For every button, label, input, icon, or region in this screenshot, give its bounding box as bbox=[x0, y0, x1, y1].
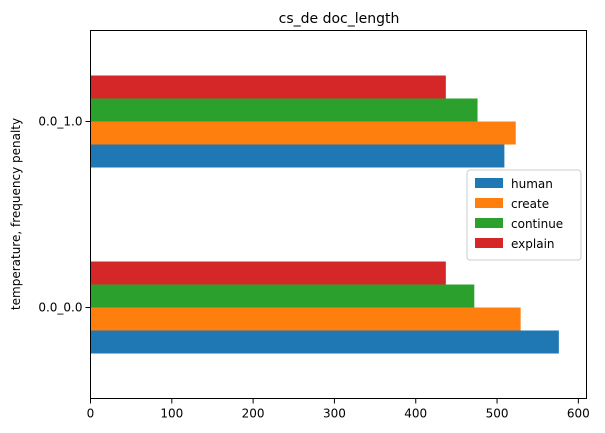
bar-human-0-0_0-0 bbox=[90, 330, 559, 354]
x-tick-label: 0 bbox=[87, 407, 95, 421]
legend-swatch-human bbox=[475, 178, 503, 188]
x-tick-label: 600 bbox=[567, 407, 590, 421]
x-axis-ticks: 0 100 200 300 400 500 600 bbox=[87, 398, 590, 421]
legend-label-create: create bbox=[511, 197, 549, 211]
legend-label-continue: continue bbox=[511, 217, 563, 231]
y-axis-ticks: 0.0_0.0 0.0_1.0 bbox=[38, 115, 91, 315]
x-tick-label: 300 bbox=[323, 407, 346, 421]
bar-create-0-0_0-0 bbox=[90, 307, 521, 331]
legend-box bbox=[466, 169, 582, 261]
legend: human create continue explain bbox=[466, 169, 582, 261]
legend-swatch-create bbox=[475, 198, 503, 208]
chart-title: cs_de doc_length bbox=[279, 11, 400, 27]
bar-create-0-0_1-0 bbox=[90, 121, 516, 145]
y-axis-label: temperature, frequency penalty bbox=[9, 118, 23, 310]
x-tick-label: 200 bbox=[242, 407, 265, 421]
legend-label-human: human bbox=[511, 177, 553, 191]
bar-continue-0-0_1-0 bbox=[90, 98, 478, 122]
y-tick-label: 0.0_1.0 bbox=[38, 115, 82, 129]
legend-swatch-continue bbox=[475, 218, 503, 228]
bar-continue-0-0_0-0 bbox=[90, 284, 475, 308]
x-tick-label: 100 bbox=[160, 407, 183, 421]
legend-label-explain: explain bbox=[511, 237, 555, 251]
plot-frame bbox=[90, 30, 587, 399]
x-tick-label: 400 bbox=[404, 407, 427, 421]
legend-swatch-explain bbox=[475, 238, 503, 248]
bar-human-0-0_1-0 bbox=[90, 144, 505, 168]
y-tick-label: 0.0_0.0 bbox=[38, 301, 82, 315]
bar-explain-0-0_0-0 bbox=[90, 261, 446, 285]
bars-group bbox=[90, 75, 559, 354]
bar-explain-0-0_1-0 bbox=[90, 75, 446, 99]
x-tick-label: 500 bbox=[486, 407, 509, 421]
